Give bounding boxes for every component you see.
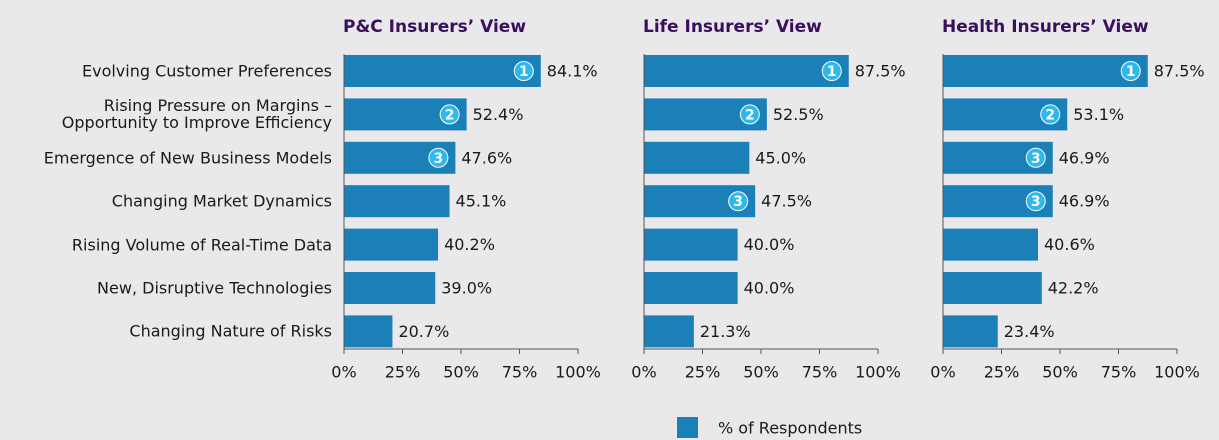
rank-badge xyxy=(739,104,760,125)
bar xyxy=(644,228,738,261)
rank-badge xyxy=(439,104,460,125)
bar xyxy=(943,272,1042,304)
rank-number: 1 xyxy=(827,64,837,80)
value-label: 52.4% xyxy=(473,105,524,124)
x-tick-label: 100% xyxy=(855,363,901,382)
value-label: 53.1% xyxy=(1073,105,1124,124)
x-tick-label: 0% xyxy=(930,363,955,382)
x-tick-label: 100% xyxy=(1154,363,1200,382)
value-label: 47.5% xyxy=(761,192,812,211)
bar xyxy=(943,315,998,348)
category-label: Emergence of New Business Models xyxy=(43,148,332,168)
rank-number: 1 xyxy=(519,64,529,80)
value-label: 23.4% xyxy=(1004,322,1055,341)
bar xyxy=(344,228,439,261)
rank-number: 2 xyxy=(445,107,455,123)
value-label: 40.2% xyxy=(444,235,495,254)
bar xyxy=(943,228,1039,261)
value-label: 40.0% xyxy=(744,235,795,254)
value-label: 42.2% xyxy=(1048,279,1099,298)
value-label: 45.1% xyxy=(456,192,507,211)
x-tick-label: 25% xyxy=(685,363,721,382)
rank-number: 2 xyxy=(1045,107,1055,123)
value-label: 87.5% xyxy=(1154,62,1205,81)
value-label: 87.5% xyxy=(855,62,906,81)
x-tick-label: 75% xyxy=(1101,363,1137,382)
rank-number: 2 xyxy=(745,107,755,123)
value-label: 84.1% xyxy=(547,62,598,81)
x-tick-label: 25% xyxy=(984,363,1020,382)
rank-badge xyxy=(821,61,842,81)
x-tick-label: 50% xyxy=(1042,363,1078,382)
x-tick-label: 75% xyxy=(502,363,538,382)
value-label: 46.9% xyxy=(1059,192,1110,211)
rank-number: 3 xyxy=(1031,194,1041,210)
legend-swatch xyxy=(677,417,698,438)
value-label: 52.5% xyxy=(773,105,824,124)
panel-title: P&C Insurers’ View xyxy=(343,17,526,37)
x-tick-label: 0% xyxy=(331,363,356,382)
bar xyxy=(344,315,393,348)
rank-badge xyxy=(728,191,749,212)
rank-number: 3 xyxy=(434,151,444,167)
legend-label: % of Respondents xyxy=(718,419,862,438)
x-tick-label: 75% xyxy=(802,363,838,382)
rank-badge xyxy=(1025,191,1046,212)
value-label: 40.0% xyxy=(744,279,795,298)
rank-number: 1 xyxy=(1126,64,1136,80)
x-tick-label: 25% xyxy=(385,363,421,382)
bar xyxy=(943,55,1148,87)
bar xyxy=(344,185,450,218)
x-tick-label: 100% xyxy=(555,363,601,382)
bar xyxy=(344,272,436,304)
x-tick-label: 50% xyxy=(443,363,479,382)
rank-badge xyxy=(1040,104,1061,125)
bar xyxy=(644,315,694,348)
rank-badge xyxy=(513,61,534,81)
bar xyxy=(644,272,738,304)
panel-title: Health Insurers’ View xyxy=(942,17,1149,37)
value-label: 21.3% xyxy=(700,322,751,341)
category-label: Evolving Customer Preferences xyxy=(81,61,332,81)
value-label: 47.6% xyxy=(461,148,512,167)
category-label: New, Disruptive Technologies xyxy=(97,278,332,298)
x-tick-label: 0% xyxy=(631,363,656,382)
value-label: 45.0% xyxy=(755,148,806,167)
value-label: 20.7% xyxy=(398,322,449,341)
category-label: Rising Volume of Real-Time Data xyxy=(71,235,332,255)
category-label: Rising Pressure on Margins – Opportunity… xyxy=(61,96,332,133)
bar xyxy=(644,141,750,174)
bar xyxy=(644,55,849,87)
category-label: Changing Nature of Risks xyxy=(129,321,332,341)
value-label: 46.9% xyxy=(1059,148,1110,167)
rank-badge xyxy=(1120,61,1141,81)
rank-number: 3 xyxy=(1031,151,1041,167)
rank-badge xyxy=(428,147,449,168)
value-label: 40.6% xyxy=(1044,235,1095,254)
value-label: 39.0% xyxy=(441,279,492,298)
panel-title: Life Insurers’ View xyxy=(643,17,822,37)
category-label: Changing Market Dynamics xyxy=(111,191,332,211)
bar xyxy=(344,55,541,87)
x-tick-label: 50% xyxy=(743,363,779,382)
rank-number: 3 xyxy=(733,194,743,210)
rank-badge xyxy=(1025,147,1046,168)
